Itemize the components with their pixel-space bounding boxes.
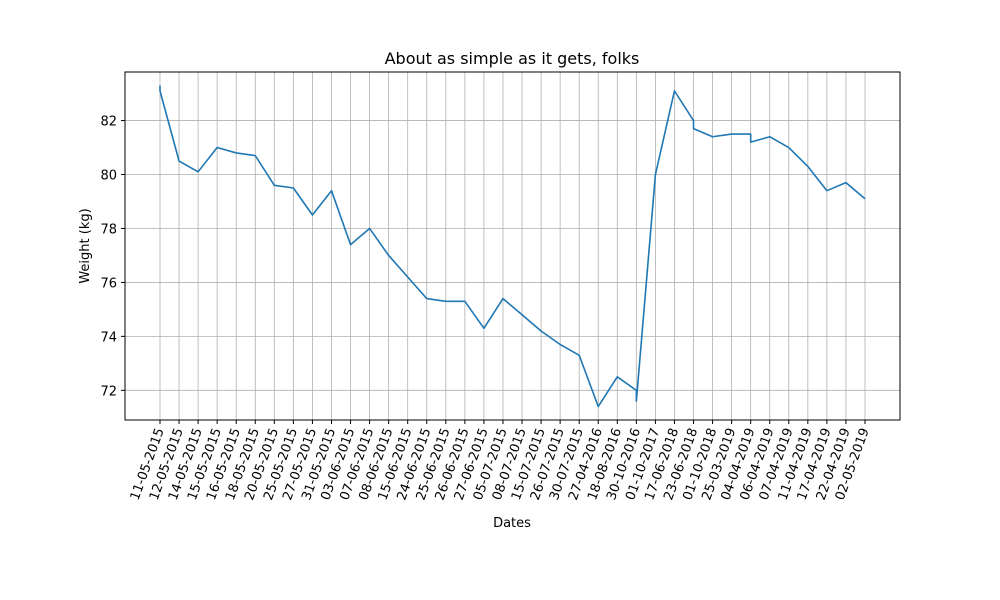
weight-series-line	[159, 85, 866, 408]
y-tick-label: 72	[100, 384, 117, 399]
y-tick-label: 82	[100, 115, 117, 130]
y-tick-label: 78	[100, 222, 117, 237]
y-tick-label: 76	[100, 276, 117, 291]
y-axis: 72 74 76 78 80 82	[100, 115, 125, 399]
y-tick-label: 80	[100, 169, 117, 184]
chart-title: About as simple as it gets, folks	[385, 49, 640, 68]
y-tick-label: 74	[100, 330, 117, 345]
plot-area-frame	[124, 71, 901, 421]
grid	[125, 72, 900, 420]
y-axis-label: Weight (kg)	[78, 208, 93, 283]
x-axis-label: Dates	[493, 516, 531, 531]
series	[159, 85, 866, 408]
